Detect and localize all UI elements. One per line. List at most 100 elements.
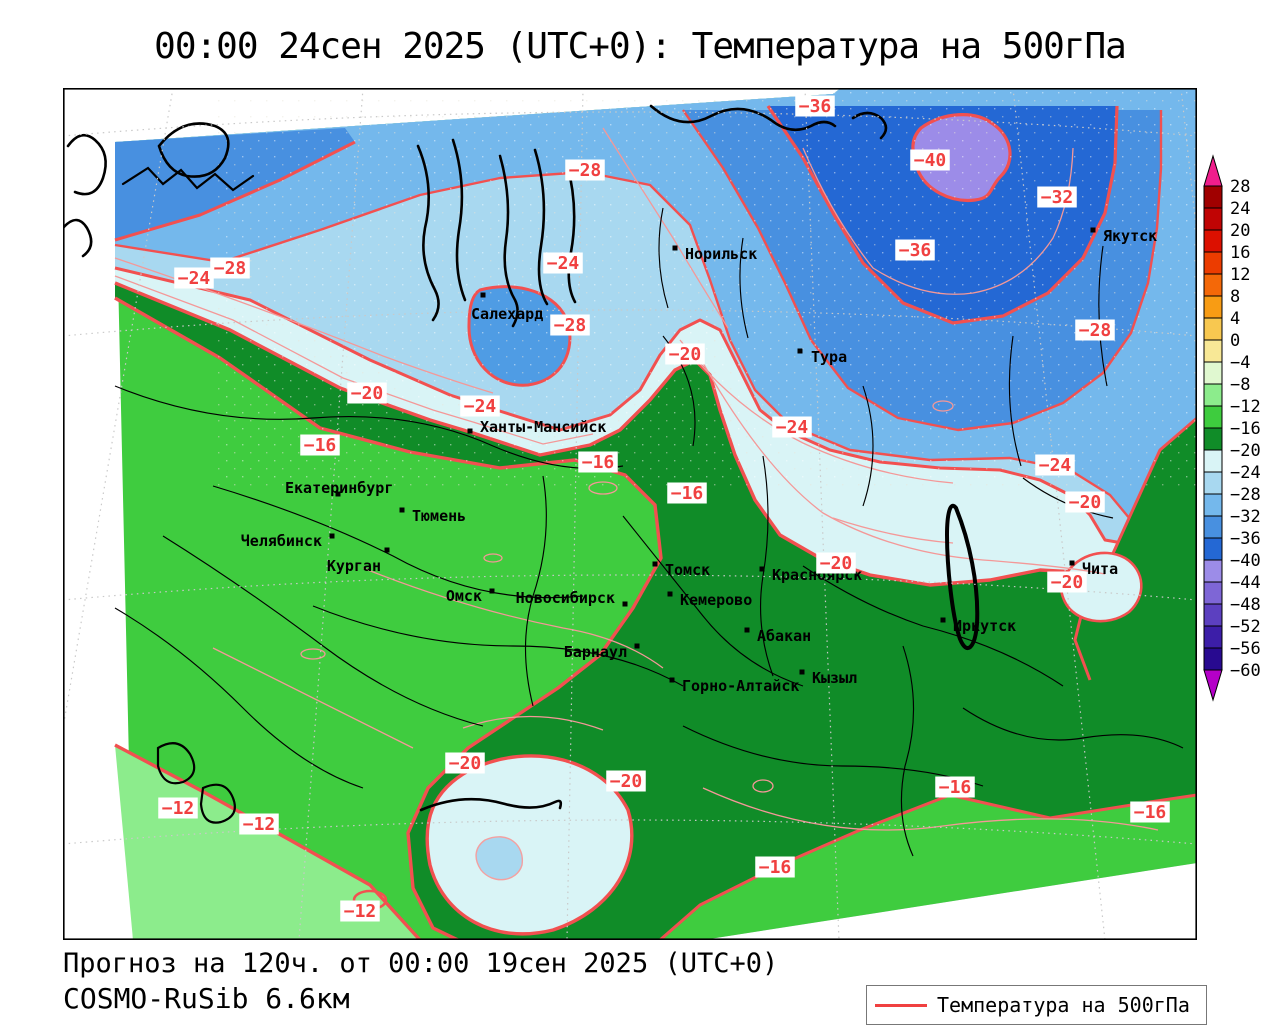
contour-label: −24 xyxy=(1035,454,1075,476)
city-marker-Новосибирск: Новосибирск xyxy=(516,589,628,607)
colorbar-swatch xyxy=(1203,251,1223,275)
city-label: Ханты-Мансийск xyxy=(480,418,606,436)
colorbar-swatch xyxy=(1203,603,1223,627)
contour-label-value: −28 xyxy=(1079,320,1112,341)
colorbar-swatch xyxy=(1203,427,1223,451)
contour-label-bg xyxy=(565,159,605,181)
contour-label-bg xyxy=(158,797,198,819)
weather-map: Норильск Салехард Тура Якутск Ханты-Мансийск… xyxy=(61,87,1274,942)
colorbar-tick-label: −40 xyxy=(1230,551,1261,571)
contour-label-value: −36 xyxy=(799,96,832,117)
city-dot xyxy=(384,547,390,553)
contour-label-value: −12 xyxy=(243,814,276,835)
colorbar-tick-label: −16 xyxy=(1230,419,1261,439)
model-info: COSMO-RuSib 6.6км xyxy=(63,982,350,1015)
contour-label-value: −20 xyxy=(449,753,482,774)
city-dot xyxy=(652,561,658,567)
legend-box: Температура на 500гПа xyxy=(866,985,1207,1025)
contour-label-bg xyxy=(606,770,646,792)
colorbar-swatch xyxy=(1203,383,1223,407)
city-marker-Якутск: Якутск xyxy=(1090,227,1157,245)
contour-label: −20 xyxy=(445,752,485,774)
colorbar-swatch xyxy=(1203,471,1223,495)
colorbar-tick-label: 12 xyxy=(1230,265,1250,285)
city-label: Челябинск xyxy=(241,532,322,550)
colorbar-swatch xyxy=(1203,625,1223,649)
contour-label-value: −20 xyxy=(1069,492,1102,513)
contour-label: −36 xyxy=(895,239,935,261)
contour-label: −24 xyxy=(174,267,214,289)
contour-label-bg xyxy=(543,252,583,274)
contour-label: −32 xyxy=(1037,186,1077,208)
contour-label-bg xyxy=(340,900,380,922)
city-dot xyxy=(672,245,678,251)
contour-label-bg xyxy=(1035,454,1075,476)
contour-label-bg xyxy=(816,552,856,574)
colorbar-arrow-below-min xyxy=(1203,669,1223,702)
colorbar-swatch xyxy=(1203,515,1223,539)
colorbar-swatch xyxy=(1203,559,1223,583)
city-label: Кемерово xyxy=(680,591,752,609)
coastlines xyxy=(61,104,980,824)
contour-label-bg xyxy=(1047,571,1087,593)
contour-label: −24 xyxy=(543,252,583,274)
contour-labels: −28−24−28−36−40−32−36−28−24−28−20−24−20−… xyxy=(158,95,1170,922)
colorbar-swatch xyxy=(1203,493,1223,517)
contour-label-value: −24 xyxy=(178,268,211,289)
contour-label-value: −20 xyxy=(820,553,853,574)
city-label: Тура xyxy=(811,348,847,366)
contour-label-value: −20 xyxy=(351,383,384,404)
city-label: Томск xyxy=(665,561,710,579)
contour-label: −20 xyxy=(606,770,646,792)
city-dot xyxy=(467,428,473,434)
colorbar-tick-label: −12 xyxy=(1230,397,1261,417)
city-marker-Горно-Алтайск: Горно-Алтайск xyxy=(669,677,799,695)
contour-label-bg xyxy=(347,382,387,404)
contour-label-value: −12 xyxy=(344,901,377,922)
city-dot xyxy=(669,677,675,683)
city-label: Екатеринбург xyxy=(285,479,393,497)
city-marker-Ханты-Мансийск: Ханты-Мансийск xyxy=(467,418,606,436)
contour-label: −28 xyxy=(210,257,250,279)
city-marker-Тюмень: Тюмень xyxy=(399,507,466,525)
colorbar-swatch xyxy=(1203,405,1223,429)
contour-label-bg xyxy=(460,395,500,417)
colorbar-swatch xyxy=(1203,537,1223,561)
city-marker-Чита: Чита xyxy=(1069,560,1118,578)
colorbar-swatch xyxy=(1203,295,1223,319)
city-marker-Кемерово: Кемерово xyxy=(667,591,752,609)
map-frame xyxy=(63,88,1198,941)
contour-label: −16 xyxy=(1130,801,1170,823)
city-label: Кызыл xyxy=(812,669,857,687)
city-marker-Кызыл: Кызыл xyxy=(799,669,857,687)
contour-label-bg xyxy=(578,451,618,473)
contour-label: −28 xyxy=(565,159,605,181)
contour-label-value: −40 xyxy=(914,150,947,171)
city-dot xyxy=(1069,560,1075,566)
colorbar-tick-label: −60 xyxy=(1230,661,1261,681)
contour-label-bg xyxy=(665,343,705,365)
colorbar-tick-label: 28 xyxy=(1230,177,1250,197)
colorbar-swatch xyxy=(1203,449,1223,473)
contour-label-bg xyxy=(1037,186,1077,208)
lake-baikal xyxy=(944,504,980,651)
colorbar-tick-label: −28 xyxy=(1230,485,1261,505)
contour-label-bg xyxy=(667,482,707,504)
city-dot xyxy=(480,292,486,298)
city-label: Омск xyxy=(446,587,482,605)
city-dot xyxy=(1090,227,1096,233)
city-dot xyxy=(744,627,750,633)
colorbar-swatch xyxy=(1203,317,1223,341)
colorbar-swatch xyxy=(1203,185,1223,209)
city-label: Чита xyxy=(1082,560,1118,578)
contour-label-value: −16 xyxy=(671,483,704,504)
contour-label-value: −16 xyxy=(939,777,972,798)
contour-label: −20 xyxy=(665,343,705,365)
legend-label: Температура на 500гПа xyxy=(937,993,1190,1017)
colorbar-tick-label: −36 xyxy=(1230,529,1261,549)
contour-label-bg xyxy=(300,434,340,456)
city-marker-Салехард: Салехард xyxy=(471,292,543,323)
city-dot xyxy=(799,669,805,675)
contour-label-value: −36 xyxy=(899,240,932,261)
contour-label: −24 xyxy=(772,416,812,438)
